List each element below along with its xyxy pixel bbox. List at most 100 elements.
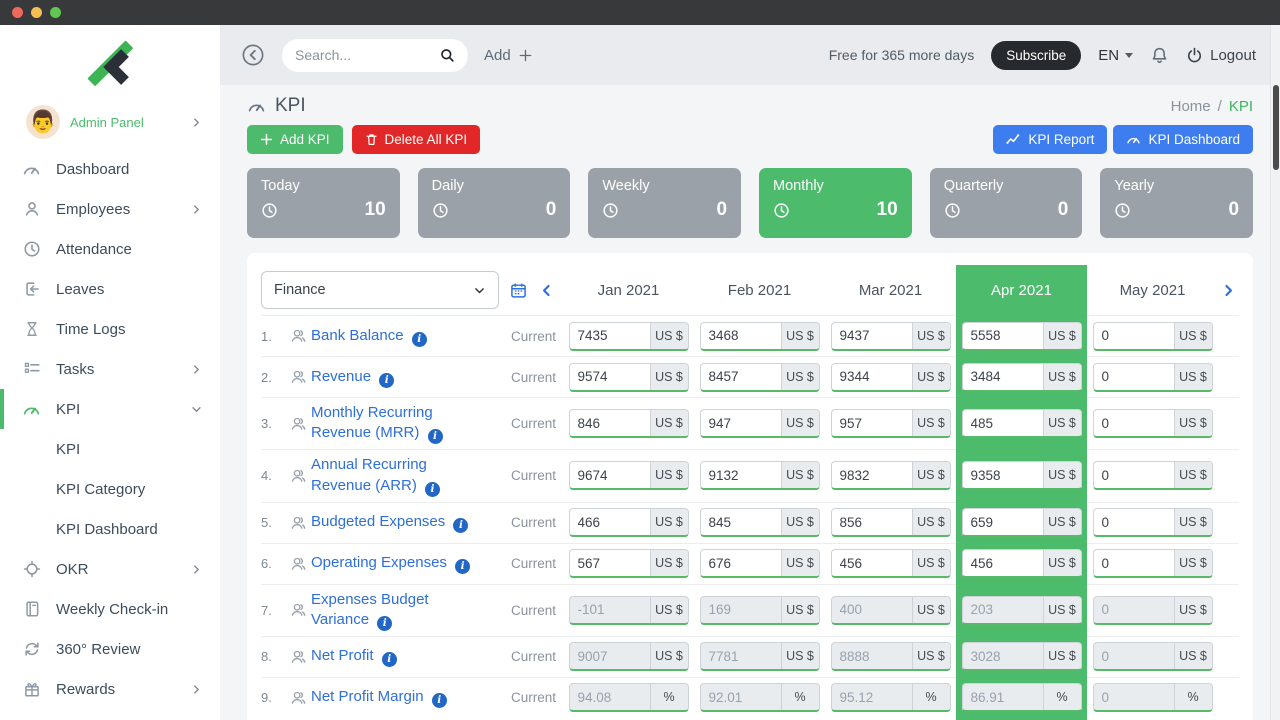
kpi-value-input[interactable] [700,462,781,489]
kpi-name-link[interactable]: Revenue i [311,367,489,388]
kpi-value-input[interactable] [700,322,781,349]
kpi-value-input[interactable] [962,322,1043,349]
kpi-name-link[interactable]: Net Profit Margin i [311,687,489,709]
kpi-value-input[interactable] [1093,363,1174,390]
kpi-value-input[interactable] [962,462,1043,489]
kpi-name-link[interactable]: Bank Balance i [311,326,489,347]
kpi-value-input-group: US $ [699,642,820,672]
info-icon[interactable]: i [379,372,395,388]
sidebar-item-rewards[interactable]: Rewards [0,669,220,709]
users-icon [285,327,311,345]
kpi-name-link[interactable]: Expenses Budget Variance i [311,590,429,631]
kpi-value-input[interactable] [569,410,650,437]
logout-button[interactable]: Logout [1186,47,1256,64]
vertical-scrollbar[interactable] [1270,25,1280,720]
info-icon[interactable]: i [455,559,471,574]
period-card-quarterly[interactable]: Quarterly 0 [929,168,1083,238]
breadcrumb-home[interactable]: Home [1170,97,1211,115]
info-icon[interactable]: i [431,693,447,709]
sidebar-item-time-logs[interactable]: Time Logs [0,309,220,349]
kpi-value-input[interactable] [569,363,650,390]
kpi-value-input [569,596,650,623]
trash-icon [365,133,378,146]
kpi-name-link[interactable]: Net Profit i [311,646,489,668]
kpi-value-input[interactable] [1093,509,1174,535]
app-logo[interactable] [0,25,220,99]
kpi-value-input[interactable] [831,509,912,535]
sidebar-item-attendance[interactable]: Attendance [0,229,220,269]
category-select[interactable]: Finance [261,271,499,309]
sidebar-item-okr[interactable]: OKR [0,549,220,589]
sidebar-subitem-kpi-dashboard[interactable]: KPI Dashboard [0,509,220,549]
kpi-value-input[interactable] [569,509,650,535]
subscribe-button[interactable]: Subscribe [991,40,1082,70]
sidebar-item-360-review[interactable]: 360° Review [0,629,220,669]
delete-all-kpi-button[interactable]: Delete All KPI [351,125,481,154]
kpi-name-link[interactable]: Operating Expenses i [311,553,489,574]
kpi-value-input[interactable] [962,410,1043,437]
period-card-daily[interactable]: Daily 0 [417,168,571,238]
kpi-value-input[interactable] [700,410,781,437]
kpi-value-input[interactable] [831,462,912,489]
period-card-weekly[interactable]: Weekly 0 [588,168,742,238]
search-icon[interactable] [440,48,455,63]
chevron-left-icon[interactable] [540,283,553,298]
period-card-today[interactable]: Today 10 [247,168,400,238]
kpi-value-input[interactable] [831,322,912,349]
kpi-dashboard-button[interactable]: KPI Dashboard [1113,125,1253,154]
info-icon[interactable]: i [453,518,469,533]
kpi-name-link[interactable]: Monthly Recurring Revenue (MRR) i [311,403,489,445]
info-icon[interactable]: i [411,331,427,347]
traffic-light-minimize[interactable] [31,7,42,18]
kpi-value-input[interactable] [700,550,781,576]
traffic-light-maximize[interactable] [50,7,61,18]
bell-icon[interactable] [1150,46,1169,65]
kpi-value-input[interactable] [962,363,1043,390]
period-card-monthly[interactable]: Monthly 10 [759,168,912,238]
row-number: 1. [261,328,272,344]
sidebar-subitem-kpi[interactable]: KPI [0,429,220,469]
kpi-value-input[interactable] [1093,322,1174,349]
traffic-light-close[interactable] [12,7,23,18]
kpi-value-input[interactable] [700,509,781,535]
chevron-right-icon[interactable] [1222,283,1235,298]
add-button[interactable]: Add [484,47,533,64]
info-icon[interactable]: i [427,429,443,445]
kpi-value-input[interactable] [700,363,781,390]
kpi-name-link[interactable]: Annual Recurring Revenue (ARR) i [311,455,489,497]
kpi-value-input[interactable] [831,363,912,390]
sidebar-item-kpi[interactable]: KPI [0,389,220,429]
kpi-value-input[interactable] [831,550,912,576]
info-icon[interactable]: i [377,615,393,631]
kpi-value-input[interactable] [569,322,650,349]
kpi-value-input[interactable] [831,410,912,437]
kpi-report-button[interactable]: KPI Report [993,125,1108,154]
kpi-value-input[interactable] [1093,550,1174,576]
kpi-value-input-group: % [1092,683,1213,713]
calendar-icon[interactable] [510,282,527,299]
scrollbar-thumb[interactable] [1273,85,1279,170]
sidebar-item-tasks[interactable]: Tasks [0,349,220,389]
sidebar-item-leaves[interactable]: Leaves [0,269,220,309]
kpi-value-input[interactable] [569,550,650,576]
chevron-down-icon [191,404,202,415]
back-circle-icon[interactable] [242,44,264,66]
kpi-value-input[interactable] [962,509,1043,535]
sidebar-subitem-kpi-category[interactable]: KPI Category [0,469,220,509]
info-icon[interactable]: i [381,652,397,668]
sidebar-item-employees[interactable]: Employees [0,189,220,229]
kpi-value-input[interactable] [962,550,1043,576]
kpi-name-link[interactable]: Budgeted Expenses i [311,512,489,533]
profile-row[interactable]: 👨 Admin Panel [0,99,220,149]
kpi-value-input[interactable] [1093,410,1174,437]
add-kpi-button[interactable]: Add KPI [247,125,343,154]
language-selector[interactable]: EN [1098,47,1134,64]
kpi-value-input[interactable] [569,462,650,489]
kpi-value-input[interactable] [1093,462,1174,489]
sidebar-item-dashboard[interactable]: Dashboard [0,149,220,189]
search-input[interactable] [295,47,432,63]
clock-icon [261,202,278,219]
info-icon[interactable]: i [425,481,441,497]
period-card-yearly[interactable]: Yearly 0 [1100,168,1254,238]
sidebar-item-weekly-check-in[interactable]: Weekly Check-in [0,589,220,629]
